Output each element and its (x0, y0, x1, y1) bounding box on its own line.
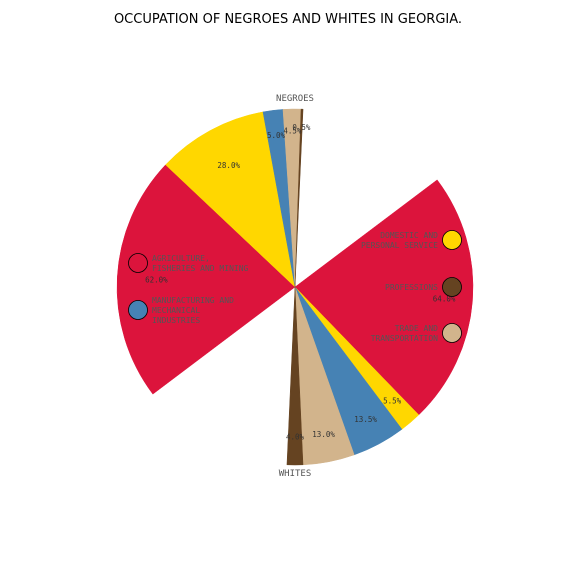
slice-label-whites-trade: 13.0% (312, 430, 335, 439)
slice-negroes-domestic (165, 111, 296, 288)
legend-label-agriculture-0: AGRICULTURE, (152, 254, 210, 263)
legend-label-domestic-1: PERSONAL SERVICE (361, 241, 438, 250)
legend-label-trade-0: TRADE AND (395, 324, 439, 333)
slice-negroes-agriculture (116, 164, 296, 395)
group-label-negroes: NEGROES (276, 94, 314, 104)
slice-label-whites-professions: 4.0% (286, 433, 305, 442)
slice-whites-agriculture (294, 179, 474, 416)
chart-title: OCCUPATION OF NEGROES AND WHITES IN GEOR… (114, 12, 462, 27)
legend-label-manufacturing-0: MANUFACTURING AND (152, 296, 234, 305)
slice-label-whites-manufacturing: 13.5% (354, 415, 377, 424)
slice-negroes-professions (294, 108, 304, 288)
slice-label-whites-agriculture: 64.0% (433, 295, 456, 304)
legend-swatch-trade (442, 323, 462, 343)
slice-label-whites-domestic: 5.5% (383, 397, 402, 406)
legend-swatch-professions (442, 277, 462, 297)
slice-label-negroes-agriculture: 62.0% (145, 275, 168, 284)
slice-whites-professions (286, 286, 304, 466)
legend-label-professions-0: PROFESSIONS (385, 283, 438, 292)
group-label-whites: WHITES (279, 469, 312, 479)
slice-label-negroes-trade: 4.5% (283, 126, 302, 135)
legend-label-agriculture-1: FISHERIES AND MINING (152, 264, 249, 273)
legend-label-manufacturing-1: MECHANICAL (152, 306, 200, 315)
slice-label-negroes-manufacturing: 5.0% (267, 131, 286, 140)
pie-labels: 62.0% 28.0% 5.0%4.5%0.5% NEGROES 64.0% 5.5% 13… (145, 94, 456, 479)
legend-label-manufacturing-2: INDUSTRIES (152, 316, 200, 325)
legend: AGRICULTURE,FISHERIES AND MINING MANUFACT… (128, 230, 462, 343)
legend-item-agriculture: AGRICULTURE,FISHERIES AND MINING (128, 253, 249, 273)
legend-label-domestic-0: DOMESTIC AND (380, 231, 438, 240)
legend-swatch-agriculture (128, 253, 148, 273)
legend-swatch-manufacturing (128, 300, 148, 320)
legend-label-trade-1: TRANSPORTATION (371, 334, 439, 343)
slice-label-negroes-domestic: 28.0% (217, 161, 240, 170)
legend-item-professions: PROFESSIONS (385, 277, 462, 297)
slice-label-negroes-professions: 0.5% (292, 123, 311, 132)
pie-slices (116, 108, 474, 466)
legend-swatch-domestic (442, 230, 462, 250)
